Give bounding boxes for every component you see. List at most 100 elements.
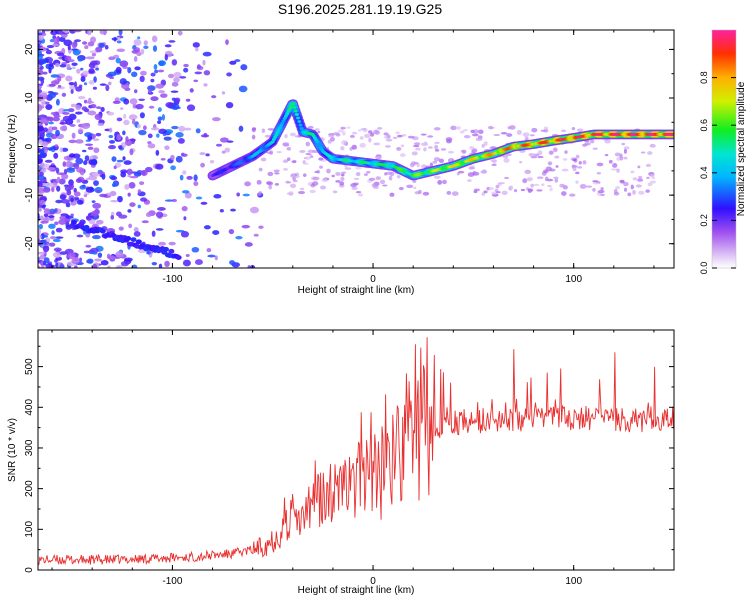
noise-speck xyxy=(312,176,320,181)
noise-speck xyxy=(373,142,381,146)
noise-speck xyxy=(351,144,357,150)
noise-speck xyxy=(42,245,50,253)
noise-speck xyxy=(56,185,61,192)
noise-speck xyxy=(151,35,158,43)
noise-speck xyxy=(139,181,145,186)
noise-speck xyxy=(562,158,568,161)
noise-speck xyxy=(38,186,44,193)
noise-speck xyxy=(319,165,323,169)
noise-speck xyxy=(379,179,386,185)
noise-speck xyxy=(467,179,472,182)
noise-speck xyxy=(470,129,475,134)
noise-speck xyxy=(52,43,60,47)
noise-speck xyxy=(193,181,199,187)
noise-speck xyxy=(51,186,55,193)
noise-speck xyxy=(467,172,475,177)
noise-speck xyxy=(46,45,55,49)
noise-speck xyxy=(621,142,626,146)
noise-speck xyxy=(341,140,347,145)
noise-speck xyxy=(463,135,471,139)
noise-speck xyxy=(143,45,149,49)
noise-speck xyxy=(65,75,73,82)
noise-speck xyxy=(76,234,84,238)
noise-speck xyxy=(165,101,174,108)
noise-speck xyxy=(158,241,167,246)
noise-speck xyxy=(151,261,158,266)
noise-speck xyxy=(95,132,102,137)
ridge-peak xyxy=(294,113,299,117)
noise-speck xyxy=(42,187,51,193)
noise-speck xyxy=(113,165,117,170)
noise-speck xyxy=(109,76,115,80)
noise-speck xyxy=(108,134,114,139)
noise-speck xyxy=(111,183,117,188)
noise-speck xyxy=(127,67,132,74)
noise-speck xyxy=(38,259,41,264)
noise-speck xyxy=(161,114,166,121)
noise-speck xyxy=(502,154,509,159)
noise-speck xyxy=(498,182,506,185)
noise-speck xyxy=(299,150,306,153)
noise-speck xyxy=(70,219,77,225)
noise-speck xyxy=(298,190,305,195)
noise-speck xyxy=(286,157,291,161)
noise-speck xyxy=(226,140,234,143)
y-tick-label: 500 xyxy=(24,358,35,375)
noise-speck xyxy=(292,159,297,164)
noise-speck xyxy=(95,219,104,225)
noise-speck xyxy=(230,208,236,212)
noise-speck xyxy=(582,143,588,147)
noise-speck xyxy=(38,215,41,222)
noise-speck xyxy=(513,188,518,193)
noise-speck xyxy=(72,49,81,56)
noise-speck xyxy=(264,134,271,138)
noise-speck xyxy=(554,155,560,159)
noise-speck xyxy=(592,187,596,192)
noise-speck xyxy=(420,133,427,136)
noise-speck xyxy=(472,129,479,134)
noise-speck xyxy=(242,193,250,197)
noise-speck xyxy=(40,78,45,85)
x-tick-label: 100 xyxy=(565,576,582,587)
noise-speck xyxy=(51,230,55,235)
noise-speck xyxy=(637,165,641,169)
ridge-peak xyxy=(280,121,285,125)
noise-speck xyxy=(571,127,576,131)
noise-speck xyxy=(77,128,84,134)
noise-speck xyxy=(39,162,45,168)
noise-speck xyxy=(399,153,406,158)
noise-speck xyxy=(257,192,261,197)
noise-speck xyxy=(561,191,567,196)
noise-speck xyxy=(576,128,584,132)
noise-speck xyxy=(359,142,366,148)
noise-speck xyxy=(569,193,576,197)
noise-speck xyxy=(578,161,582,165)
noise-speck xyxy=(137,123,141,129)
noise-speck xyxy=(67,44,71,51)
noise-speck xyxy=(432,160,438,164)
noise-speck xyxy=(235,235,243,240)
noise-speck xyxy=(142,125,147,131)
noise-speck xyxy=(312,181,319,186)
noise-speck xyxy=(267,171,274,177)
noise-speck xyxy=(572,166,577,172)
y-tick-label: -10 xyxy=(24,187,35,202)
noise-speck xyxy=(646,176,650,180)
noise-speck xyxy=(65,202,71,208)
noise-speck xyxy=(43,127,48,133)
noise-speck xyxy=(493,133,501,137)
noise-speck xyxy=(157,207,166,211)
noise-speck xyxy=(314,170,320,174)
noise-speck xyxy=(375,176,381,181)
noise-speck xyxy=(189,88,194,93)
noise-speck xyxy=(284,134,288,139)
noise-speck xyxy=(66,168,76,173)
noise-speck xyxy=(500,132,508,135)
noise-speck xyxy=(152,45,158,52)
noise-speck xyxy=(155,83,165,89)
ridge-peak xyxy=(287,107,292,111)
noise-speck xyxy=(65,214,70,219)
noise-speck xyxy=(238,125,244,132)
noise-speck xyxy=(40,148,45,154)
